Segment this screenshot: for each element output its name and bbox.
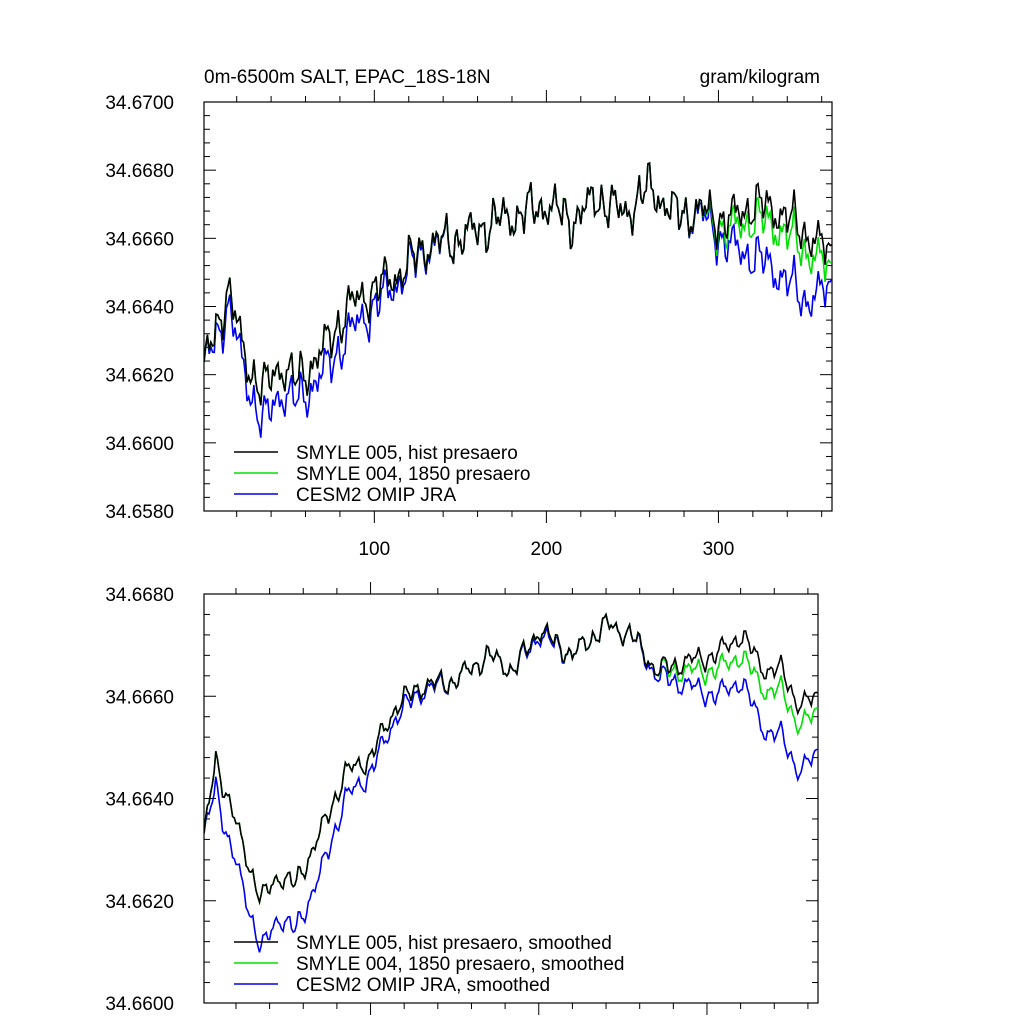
bottom-panel: 34.6600 34.6620 34.6640 34.6660 34.6680 SMYLE… <box>105 582 819 1015</box>
y-tick-label: 34.6620 <box>105 892 174 913</box>
y-tick-label: 34.6680 <box>105 585 174 606</box>
series-line-2 <box>204 612 818 906</box>
y-tick-label: 34.6680 <box>105 161 174 182</box>
legend-label: CESM2 OMIP JRA, smoothed <box>296 975 550 996</box>
top-panel: 34.6580 34.6600 34.6620 34.6640 34.6660 34.66… <box>105 90 833 560</box>
y-tick-label: 34.6620 <box>105 366 174 387</box>
figure-units: gram/kilogram <box>700 67 820 88</box>
series-line-1 <box>204 612 818 906</box>
legend-label: SMYLE 005, hist presaero, smoothed <box>296 933 612 954</box>
legend-label: SMYLE 005, hist presaero <box>296 443 518 464</box>
series-line-3 <box>204 161 832 438</box>
legend-label: CESM2 OMIP JRA <box>296 485 456 506</box>
legend-label: SMYLE 004, 1850 presaero, smoothed <box>296 954 624 975</box>
figure-title: 0m-6500m SALT, EPAC_18S-18N <box>204 67 491 88</box>
y-tick-label: 34.6640 <box>105 298 174 319</box>
series-line-2 <box>204 161 832 406</box>
y-tick-label: 34.6600 <box>105 434 174 455</box>
series-line-1 <box>204 161 832 406</box>
y-tick-label: 34.6660 <box>105 229 174 250</box>
legend-label: SMYLE 004, 1850 presaero <box>296 464 531 485</box>
x-tick-label: 200 <box>531 539 563 560</box>
y-tick-label: 34.6700 <box>105 93 174 114</box>
x-tick-label: 300 <box>703 539 735 560</box>
y-tick-label: 34.6600 <box>105 994 174 1015</box>
y-tick-label: 34.6660 <box>105 687 174 708</box>
x-tick-label: 100 <box>358 539 390 560</box>
y-tick-label: 34.6580 <box>105 502 174 523</box>
y-tick-label: 34.6640 <box>105 790 174 811</box>
